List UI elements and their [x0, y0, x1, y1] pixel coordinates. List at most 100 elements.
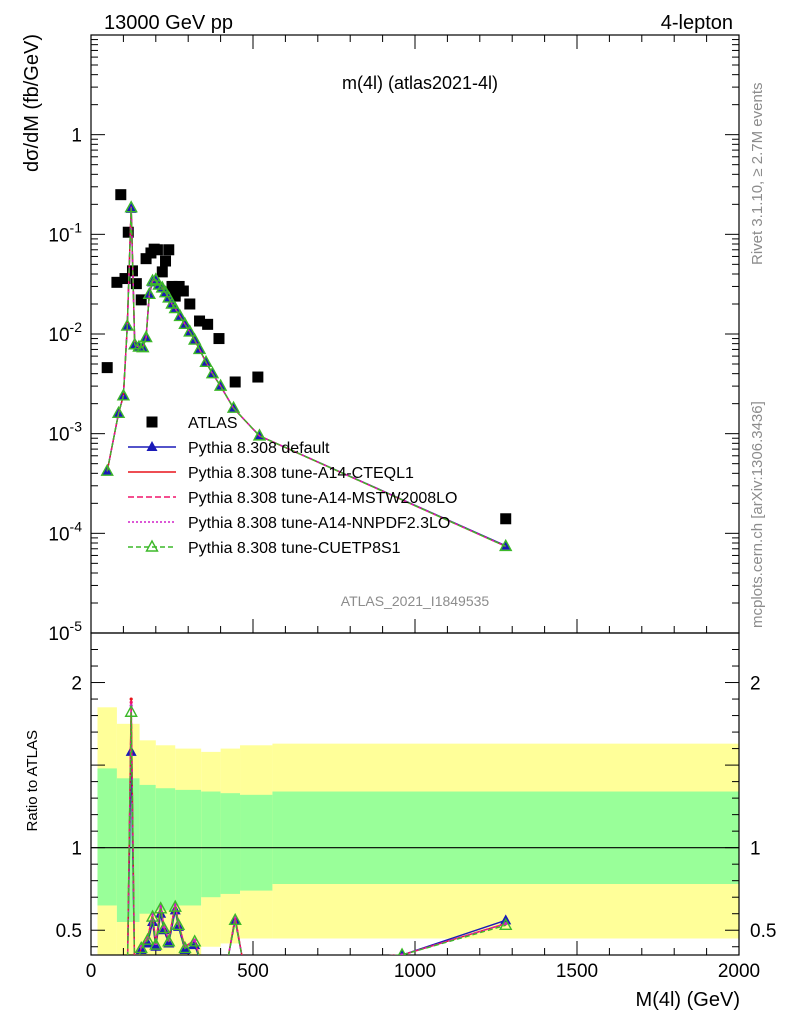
- main-series-layer: [100, 189, 513, 552]
- legend-entry: ATLAS: [146, 415, 238, 432]
- ratio-data-point: [126, 978, 129, 981]
- axis-ticks: 0 500 1000 1500 2000 1 10-1 10-2 10-3 10-4 10-5 0.5…: [48, 35, 776, 982]
- data-point: [119, 273, 131, 285]
- analysis-watermark: ATLAS_2021_I1849535: [341, 593, 490, 609]
- ratio-data-point: [206, 978, 209, 981]
- series-0: [101, 189, 512, 525]
- data-point: [162, 290, 176, 303]
- header-right: 4-lepton: [661, 12, 733, 34]
- ratio-data-point: [397, 947, 407, 955]
- ratio-data-point: [150, 940, 162, 951]
- green-band-segment: [220, 793, 241, 894]
- green-band-segment: [97, 768, 117, 906]
- legend: ATLAS Pythia 8.308 default Pythia 8.308 tu…: [128, 415, 457, 557]
- x-tick-label: 0: [86, 961, 97, 982]
- data-point: [184, 298, 196, 310]
- data-point: [111, 276, 123, 288]
- ratio-data-point: [196, 957, 207, 967]
- y-tick-label: 10-4: [48, 518, 82, 545]
- green-band-segment: [155, 788, 176, 911]
- data-point: [202, 318, 214, 330]
- data-point: [124, 200, 138, 213]
- ratio-data-point: [129, 697, 133, 701]
- ratio-data-point: [200, 962, 203, 965]
- data-point: [169, 290, 181, 302]
- data-point: [173, 308, 187, 322]
- data-point: [151, 244, 163, 256]
- ratio-data-point: [398, 949, 406, 955]
- ratio-data-point: [200, 962, 203, 965]
- plot-title: m(4l) (atlas2021-4l): [342, 73, 498, 93]
- ratio-data-point: [129, 974, 140, 984]
- ratio-data-point: [129, 700, 133, 704]
- green-band-segment: [201, 791, 221, 898]
- data-point: [178, 316, 192, 330]
- y-tick-label: 10-5: [48, 618, 82, 645]
- ratio-y-tick-label: 0.5: [56, 921, 82, 942]
- legend-entry: Pythia 8.308 tune-A14-MSTW2008LO: [128, 490, 457, 507]
- x-tick-label: 1500: [556, 961, 598, 982]
- ratio-data-point: [504, 922, 508, 926]
- legend-label: Pythia 8.308 tune-CUETP8S1: [188, 540, 401, 557]
- ratio-data-point: [178, 940, 192, 954]
- data-point: [145, 273, 160, 286]
- y-tick-label: 1: [71, 126, 82, 147]
- ratio-data-point: [142, 937, 154, 948]
- ratio-data-point: [126, 978, 129, 981]
- ratio-data-point: [126, 978, 129, 981]
- ratio-data-point: [187, 934, 202, 947]
- data-point: [142, 286, 157, 300]
- ratio-y-axis-label: Ratio to ATLAS: [24, 730, 41, 831]
- ratio-data-point: [129, 974, 140, 984]
- ratio-data-point: [228, 912, 242, 926]
- green-band-segment: [139, 784, 156, 914]
- legend-label: Pythia 8.308 default: [188, 440, 330, 457]
- series-line: [106, 207, 507, 548]
- data-point: [166, 280, 178, 292]
- ratio-data-point: [122, 974, 133, 984]
- data-point: [168, 301, 182, 314]
- legend-entry: Pythia 8.308 tune-CUETP8S1: [128, 539, 401, 557]
- main-y-axis-label: dσ/dM (fb/GeV): [21, 34, 43, 172]
- ratio-series-4: [118, 704, 513, 1000]
- rivet-version-text: Rivet 3.1.10, ≥ 2.7M events: [749, 83, 766, 266]
- ratio-data-point: [196, 957, 207, 967]
- data-point: [122, 226, 134, 238]
- ratio-data-point: [206, 978, 209, 981]
- x-axis-label: M(4l) (GeV): [636, 989, 740, 1011]
- ratio-y-tick-label-right: 1: [750, 839, 761, 860]
- ratio-y-tick-label: 2: [71, 674, 82, 695]
- ratio-data-point: [124, 704, 138, 717]
- green-band-segment: [240, 794, 273, 891]
- data-point: [100, 463, 114, 476]
- data-point: [205, 366, 220, 379]
- ratio-data-point: [200, 962, 203, 965]
- ratio-data-point: [499, 917, 513, 930]
- ratio-y-tick-label: 1: [71, 839, 82, 860]
- data-point: [115, 189, 127, 201]
- ratio-series-line: [126, 702, 506, 955]
- ratio-data-point: [202, 974, 213, 984]
- ratio-data-point: [225, 962, 228, 965]
- ratio-data-point: [162, 934, 176, 947]
- header-left: 13000 GeV pp: [104, 12, 233, 34]
- ratio-data-point: [145, 909, 160, 922]
- legend-label: Pythia 8.308 tune-A14-CTEQL1: [188, 465, 414, 482]
- ratio-data-point: [122, 995, 125, 998]
- data-point: [229, 376, 241, 388]
- ratio-data-point: [133, 978, 136, 981]
- ratio-data-point: [193, 938, 197, 942]
- ratio-data-point: [222, 957, 233, 967]
- ratio-data-point: [157, 921, 171, 934]
- data-point: [156, 266, 168, 278]
- data-point: [500, 539, 512, 550]
- legend-entry: Pythia 8.308 tune-A14-CTEQL1: [128, 465, 414, 482]
- ratio-y-tick-label-right: 0.5: [750, 921, 776, 942]
- ratio-data-point: [118, 990, 129, 1000]
- x-tick-label: 1000: [394, 961, 436, 982]
- y-tick-label: 10-2: [48, 319, 82, 346]
- ratio-data-point: [222, 957, 233, 967]
- data-point: [499, 538, 513, 552]
- data-point: [116, 388, 131, 401]
